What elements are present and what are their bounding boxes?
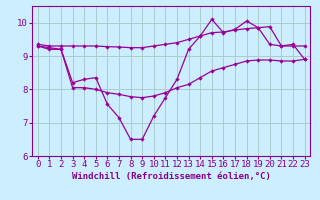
- X-axis label: Windchill (Refroidissement éolien,°C): Windchill (Refroidissement éolien,°C): [72, 172, 271, 181]
